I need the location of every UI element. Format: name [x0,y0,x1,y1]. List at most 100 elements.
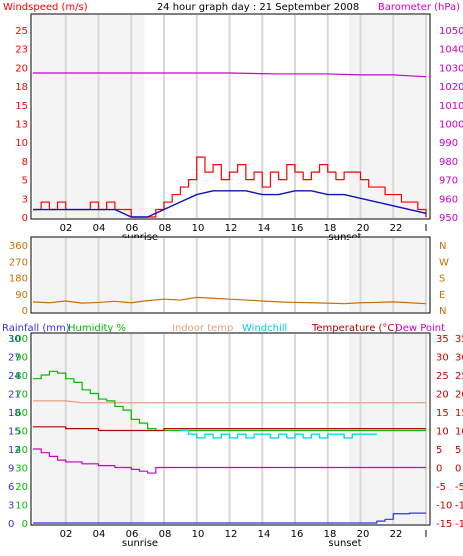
barometer-tick-label: 1000 [439,120,463,131]
dew-point-line [33,448,426,474]
humidity-tick-label: 60 [15,408,28,419]
temperature-right-tick-label: 15 [455,408,463,419]
compass-tick-label: S [439,274,445,285]
humidity-tick-label: 70 [15,390,28,401]
humidity-tick-label: 30 [15,464,28,475]
temperature-right-tick-label: 20 [436,390,449,401]
windspeed-tick-label: 23 [15,45,28,56]
sunrise-label: sunrise [122,232,158,243]
night-shade [349,238,426,312]
humidity-tick-label: 80 [15,371,28,382]
indoor-temp-line [33,400,426,404]
rainfall-tick-label: 27 [8,353,21,364]
windspeed-tick-label: 25 [15,26,28,37]
temperature-right-tick-label: -10 [455,501,463,512]
hour-label: 08 [159,529,172,540]
direction-tick-label: 180 [9,274,28,285]
hour-label: 16 [291,223,304,234]
temperature-right-tick-label: -5 [436,482,446,493]
barometer-tick-label: 950 [439,213,458,224]
barometer-tick-label: 960 [439,194,458,205]
hour-label: 14 [258,529,271,540]
windspeed-tick-label: 10 [15,138,28,149]
barometer-tick-label: 1040 [439,45,463,56]
series-layer [32,72,427,524]
temperature-right-tick-label: 30 [455,353,463,364]
hour-label: 10 [192,529,205,540]
rainfall-tick-label: 24 [8,371,21,382]
humidity-line [33,370,426,432]
humidity-tick-label: 20 [15,482,28,493]
night-shade [349,15,426,218]
humidity-tick-label: 50 [15,427,28,438]
hour-label: 18 [324,529,337,540]
windspeed-tick-label: 0 [22,213,28,224]
hour-label: 22 [390,223,403,234]
wind-panel-frame [30,13,431,220]
temperature-right-tick-label: 15 [436,408,449,419]
sunset-label: sunset [328,232,361,243]
temperature-right-tick-label: -5 [455,482,463,493]
hour-label: 16 [291,529,304,540]
temperature-right-tick-label: 0 [455,464,461,475]
rainfall-tick-label: 12 [8,445,21,456]
windspeed-tick-label: 3 [22,194,28,205]
temperature-right-tick-label: 0 [436,464,442,475]
direction-tick-label: 360 [9,241,28,252]
barometer-tick-label: 1010 [439,101,463,112]
hour-label: I [425,529,428,540]
hour-label: 06 [126,529,139,540]
direction-panel-frame [30,236,431,314]
rainfall-tick-label: 3 [8,501,14,512]
humidity-tick-label: 90 [15,353,28,364]
barometer-tick-label: 1050 [439,26,463,37]
windspeed-tick-label: 5 [22,176,28,187]
temperature-panel-frame [30,332,431,526]
rainfall-tick-label: 15 [8,427,21,438]
hour-label: 06 [126,223,139,234]
windspeed-tick-label: 15 [15,101,28,112]
direction-tick-label: 90 [15,290,28,301]
hour-label: 14 [258,223,271,234]
dew-point-legend: Dew Point [395,323,445,334]
rainfall-tick-label: 9 [8,464,14,475]
barometer-line [33,72,427,78]
hour-label: 04 [93,529,106,540]
tick-labels-layer: 0358101315182023259509609709809901000101… [8,26,463,530]
barometer-tick-label: 970 [439,176,458,187]
windspeed-tick-label: 20 [15,63,28,74]
barometer-tick-label: 1020 [439,82,463,93]
temperature-right-tick-label: -10 [436,501,452,512]
hour-label: 20 [357,223,370,234]
temperature-right-tick-label: -15 [455,519,463,530]
direction-tick-label: 270 [9,257,28,268]
rainfall-tick-label: 30 [8,334,21,345]
rainfall-tick-label: 0 [8,519,14,530]
temperature-right-tick-label: 25 [436,371,449,382]
temperature-x-axis: 02 04 06 08 10 12 14 16 18 20 22 I sunri… [60,529,428,549]
humidity-tick-label: 0 [22,519,28,530]
chart-title: 24 hour graph day : 21 September 2008 [157,2,359,13]
windspeed-axis-title: Windspeed (m/s) [3,2,88,13]
hour-label: 02 [60,223,73,234]
temperature-right-tick-label: 35 [436,334,449,345]
hour-label: I [425,223,428,234]
compass-tick-label: W [439,257,449,268]
humidity-tick-label: 10 [15,501,28,512]
windspeed-tick-label: 13 [15,120,28,131]
grid-layer [33,15,427,524]
compass-tick-label: N [439,306,446,317]
temperature-right-tick-label: 10 [436,427,449,438]
average-wind-line [33,190,427,218]
windspeed-tick-label: 18 [15,82,28,93]
night-shade [33,238,145,312]
sunrise-label: sunrise [122,538,158,549]
hour-label: 22 [390,529,403,540]
hour-label: 10 [192,223,205,234]
windchill-legend: Windchill [242,323,287,334]
hour-label: 08 [159,223,172,234]
indoor-temp-legend: Indoor temp [172,323,233,334]
rainfall-tick-label: 21 [8,390,21,401]
humidity-axis-title: Humidity % [68,323,126,334]
